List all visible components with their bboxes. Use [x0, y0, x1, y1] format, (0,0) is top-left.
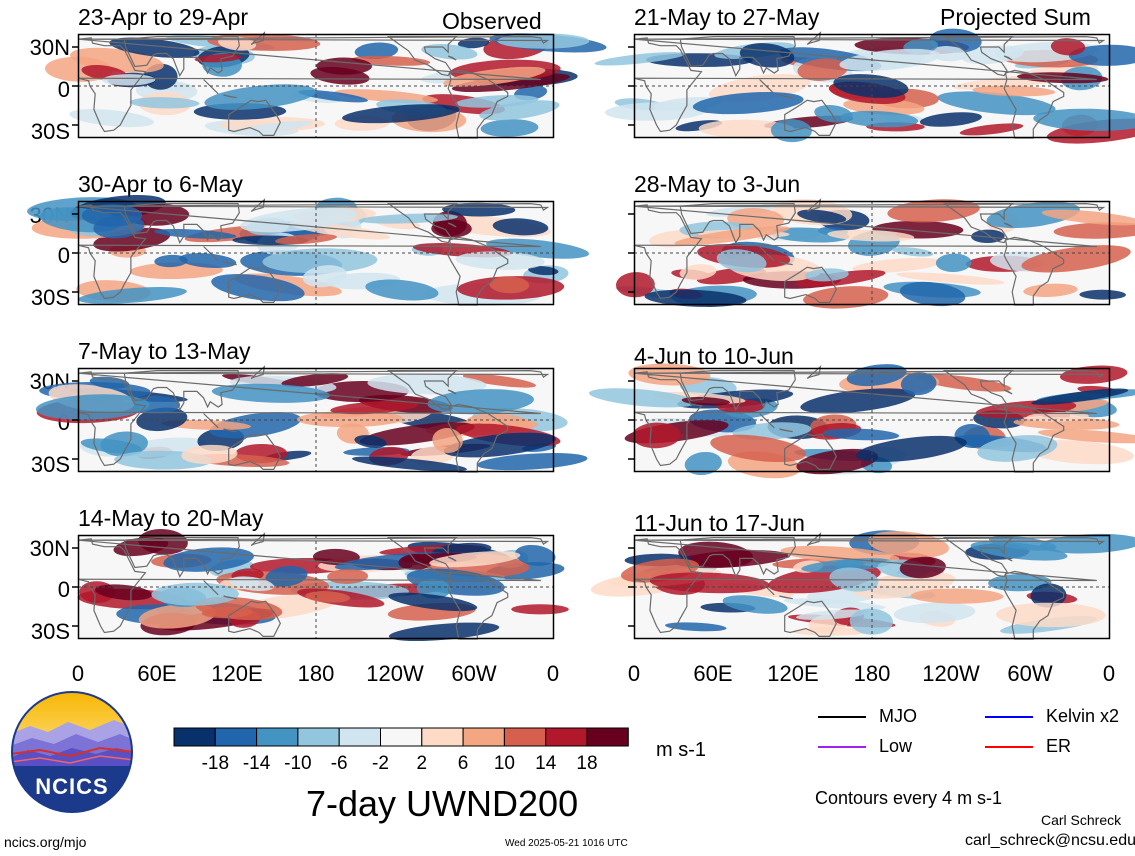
observed-label: Observed	[442, 8, 542, 34]
panel-title-right-1: 21-May to 27-May	[634, 4, 820, 30]
map-panel-right-1	[594, 28, 1135, 144]
lat-label-0: 0	[57, 77, 70, 102]
colorbar-tick-label: -18	[202, 753, 229, 774]
panel-title-left-1: 23-Apr to 29-Apr	[78, 4, 249, 30]
lat-label-30s: 30S	[30, 452, 70, 477]
colorbar-tick-label: 10	[494, 753, 515, 774]
main-title: 7-day UWND200	[306, 783, 579, 824]
colorbar-swatch	[256, 727, 299, 747]
colorbar: -18 -14 -10 -6 -2 2 6 10 14 18	[173, 727, 629, 774]
panel-title-left-2: 30-Apr to 6-May	[78, 171, 243, 197]
lon-label-0-end: 0	[546, 661, 560, 686]
legend-line-mjo	[818, 716, 866, 718]
lon-label-120w: 120W	[922, 661, 980, 686]
legend-label-kelvin: Kelvin x2	[1046, 706, 1120, 726]
colorbar-tick-label: 14	[535, 753, 557, 774]
panel-title-right-4: 11-Jun to 17-Jun	[634, 510, 805, 536]
colorbar-units: m s-1	[656, 739, 706, 761]
projected-label: Projected Sum	[940, 4, 1091, 30]
lat-label-30n: 30N	[29, 536, 70, 561]
lon-label-0: 0	[71, 661, 85, 686]
colorbar-swatch	[421, 727, 464, 747]
legend-line-er	[985, 746, 1033, 748]
lat-label-30n: 30N	[29, 35, 70, 60]
lat-label-30s: 30S	[30, 619, 70, 644]
colorbar-tick-label: -14	[243, 753, 271, 774]
lat-label-30s: 30S	[30, 285, 70, 310]
lon-label-60w: 60W	[1007, 661, 1053, 686]
lat-label-0: 0	[57, 577, 70, 602]
lon-label-180: 180	[297, 661, 335, 686]
lon-label-120e: 120E	[211, 661, 263, 686]
lat-label-0: 0	[57, 243, 70, 268]
map-panel-left-1	[45, 31, 607, 139]
contour-note: Contours every 4 m s-1	[815, 788, 1003, 808]
colorbar-swatch	[503, 727, 547, 747]
map-panel-right-2	[615, 198, 1135, 309]
colorbar-tick-label: -2	[372, 753, 389, 774]
map-panel-right-4	[590, 530, 1135, 640]
author-name: Carl Schreck	[1041, 812, 1122, 828]
lon-label-120w: 120W	[366, 661, 424, 686]
legend-line-kelvin	[985, 716, 1033, 718]
colorbar-swatch	[338, 727, 381, 747]
map-panel-right-3	[589, 363, 1135, 479]
lon-label-0-end: 0	[1102, 661, 1116, 686]
lat-label-30s: 30S	[30, 119, 70, 144]
colorbar-tick-label: 18	[576, 753, 597, 774]
colorbar-swatch	[297, 727, 340, 747]
lon-label-60e: 60E	[137, 661, 177, 686]
lon-label-180: 180	[853, 661, 891, 686]
colorbar-tick-label: 6	[458, 753, 469, 774]
website-link[interactable]: ncics.org/mjo	[4, 834, 87, 850]
colorbar-swatch	[173, 727, 216, 747]
map-panel-left-3	[35, 365, 588, 473]
panel-title-right-2: 28-May to 3-Jun	[634, 171, 801, 197]
logo-text: NCICS	[35, 774, 108, 799]
legend-line-low	[818, 746, 866, 748]
timestamp: Wed 2025-05-21 1016 UTC	[505, 838, 628, 849]
map-panel-left-2	[27, 194, 590, 306]
author-email[interactable]: carl_schreck@ncsu.edu	[965, 832, 1135, 849]
colorbar-swatch	[545, 727, 588, 747]
colorbar-tick-label: -10	[284, 753, 311, 774]
legend-label-mjo: MJO	[879, 706, 917, 726]
colorbar-swatch	[380, 727, 423, 747]
lon-label-60e: 60E	[693, 661, 733, 686]
colorbar-tick-label: -6	[331, 753, 348, 774]
colorbar-swatch	[586, 727, 629, 747]
colorbar-swatch	[214, 727, 258, 747]
colorbar-swatch	[462, 727, 505, 747]
colorbar-tick-label: 2	[417, 753, 428, 774]
lon-label-0: 0	[627, 661, 641, 686]
map-panel-left-4	[72, 529, 569, 642]
lon-label-60w: 60W	[451, 661, 497, 686]
lon-label-120e: 120E	[767, 661, 819, 686]
panel-title-left-3: 7-May to 13-May	[78, 338, 251, 364]
legend-label-low: Low	[879, 736, 913, 756]
legend-label-er: ER	[1046, 736, 1072, 756]
panel-title-left-4: 14-May to 20-May	[78, 505, 264, 531]
ncics-logo: NCICS	[11, 691, 133, 813]
